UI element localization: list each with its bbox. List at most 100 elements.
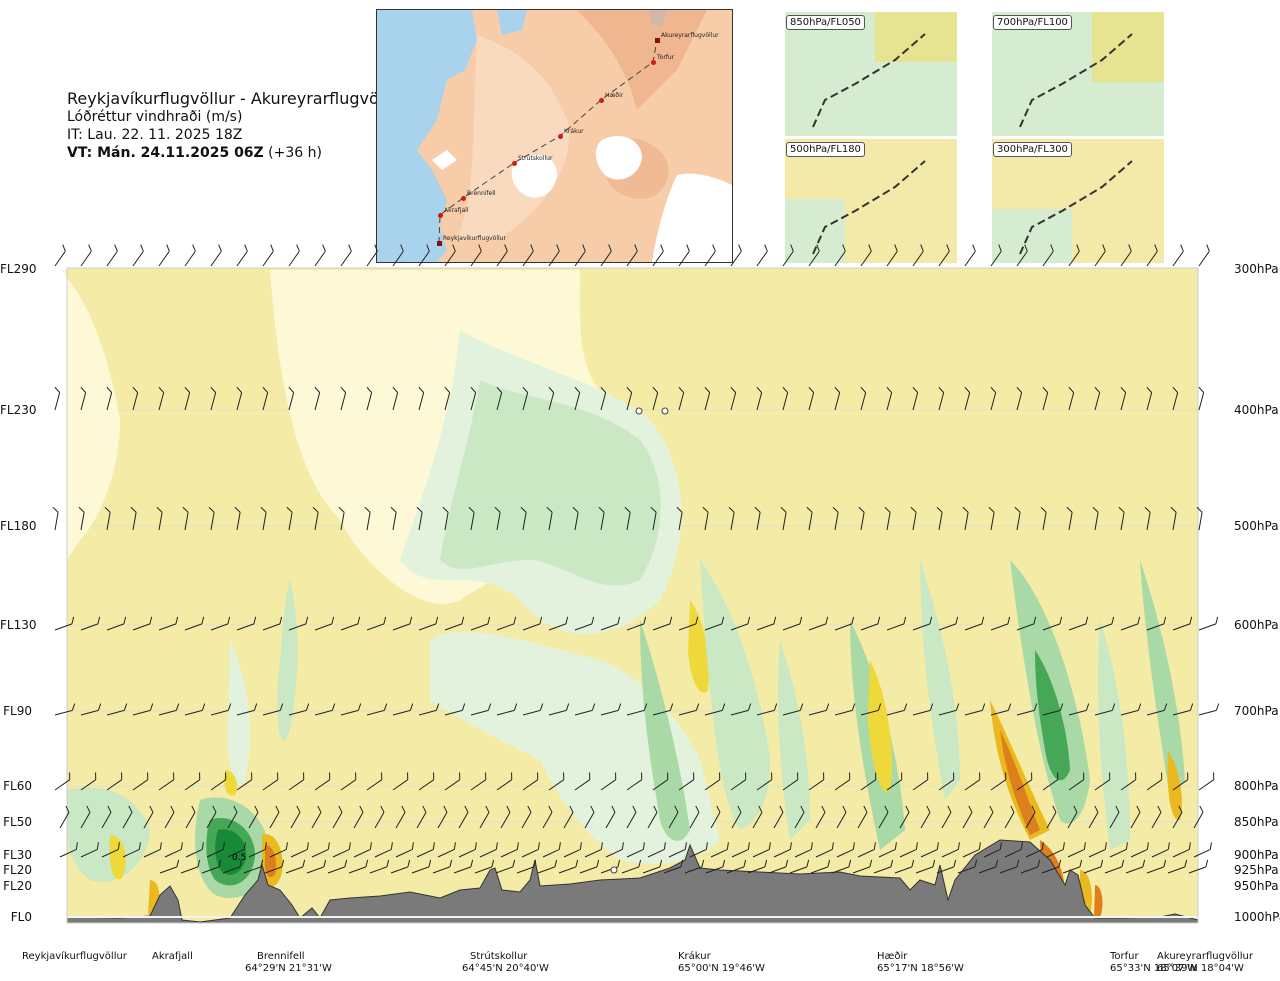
wind-barb — [1146, 703, 1168, 716]
wind-barb — [912, 616, 933, 631]
wind-barb — [314, 244, 326, 267]
wind-barb — [369, 859, 390, 874]
wind-barb — [395, 805, 406, 829]
wind-barb — [1067, 842, 1086, 858]
wind-barb — [494, 506, 501, 531]
wind-barb — [206, 805, 217, 829]
wind-barb — [752, 805, 763, 829]
wind-barb — [418, 386, 425, 411]
wind-barb — [756, 703, 778, 716]
wind-barb — [366, 772, 383, 791]
wind-barb — [912, 703, 934, 716]
wind-barb — [962, 805, 973, 829]
wind-barb — [936, 859, 957, 874]
wind-barb — [726, 859, 747, 874]
wind-barb — [600, 386, 607, 411]
wind-barb — [705, 859, 726, 874]
mini-map-label: 850hPa/FL050 — [786, 15, 865, 30]
wind-barb — [1125, 859, 1146, 874]
wind-barb — [338, 506, 345, 531]
wind-barb — [878, 805, 889, 829]
station-name: Akureyrarflugvöllur — [1157, 951, 1254, 962]
wind-barb — [1172, 772, 1189, 791]
wind-barb — [990, 772, 1007, 791]
wind-barb — [479, 842, 498, 858]
wind-barb — [418, 772, 435, 791]
wind-barb — [185, 805, 196, 829]
wind-barb — [418, 703, 440, 716]
wind-barb — [1040, 506, 1047, 531]
wind-barb — [236, 386, 243, 411]
wind-barb — [1042, 244, 1054, 267]
wind-barb — [1094, 772, 1111, 791]
wind-barb — [689, 842, 708, 858]
wind-barb — [374, 842, 393, 858]
wind-barb — [668, 842, 687, 858]
wind-barb — [130, 506, 137, 531]
wind-barb — [444, 616, 465, 631]
wind-barb — [288, 244, 300, 267]
wind-barb — [340, 616, 361, 631]
route-point-label: Akrafjall — [444, 207, 469, 214]
wind-barb — [158, 772, 175, 791]
wind-barb — [54, 616, 75, 631]
wind-barb — [106, 616, 127, 631]
wind-barb — [886, 772, 903, 791]
route-point-marker — [461, 196, 466, 201]
wind-barb — [1109, 842, 1128, 858]
wind-barb — [642, 859, 663, 874]
wind-barb — [1042, 616, 1063, 631]
wind-barb — [600, 703, 622, 716]
wind-barb — [1016, 244, 1028, 267]
wind-barb — [522, 772, 539, 791]
wind-barb — [834, 772, 851, 791]
station-coordinates: 65°33'N 18°07'W — [1110, 963, 1197, 974]
wind-barb — [210, 703, 232, 716]
wind-barb — [495, 859, 516, 874]
pressure-level-label: 800hPa — [1234, 779, 1279, 793]
wind-barb — [579, 859, 600, 874]
wind-barb — [983, 842, 1002, 858]
wind-barb — [496, 703, 518, 716]
wind-barb — [248, 842, 267, 858]
pressure-level-label: 500hPa — [1234, 519, 1279, 533]
wind-barb — [852, 859, 873, 874]
wind-barb — [1198, 244, 1210, 267]
wind-barb — [704, 386, 711, 411]
wind-barb — [912, 772, 929, 791]
wind-barb — [418, 616, 439, 631]
wind-barb — [269, 805, 280, 829]
wind-barb — [878, 842, 897, 858]
wind-barb — [164, 805, 175, 829]
wind-barb — [269, 842, 288, 858]
wind-barb — [496, 616, 517, 631]
wind-barb — [857, 805, 868, 829]
station-label: Strútskollur 64°45'N 20°40'W — [462, 951, 549, 975]
wind-barb — [312, 506, 319, 531]
wind-barb — [288, 703, 310, 716]
wind-barb — [366, 703, 388, 716]
wind-barb — [756, 386, 763, 411]
wind-barb — [626, 772, 643, 791]
wind-barb — [542, 805, 553, 829]
wind-barb — [834, 386, 841, 411]
wind-barb — [652, 703, 674, 716]
wind-barb — [834, 703, 856, 716]
wind-barb — [437, 805, 448, 829]
wind-barb — [584, 842, 603, 858]
wind-barb — [678, 616, 699, 631]
wind-barb — [500, 805, 511, 829]
wind-barb — [941, 842, 960, 858]
wind-barb — [54, 386, 61, 411]
wind-barb — [702, 506, 709, 531]
wind-barb — [831, 859, 852, 874]
route-map: Akureyrarflugvöllur Torfur Hæðir Krákur Strú… — [376, 9, 733, 263]
pressure-level-label: 850hPa — [1234, 815, 1279, 829]
wind-barb — [101, 842, 120, 858]
wind-barb — [886, 244, 898, 267]
wind-barb — [794, 842, 813, 858]
wind-barb — [1146, 772, 1163, 791]
max-velocity-label: 0.5 — [232, 853, 246, 863]
wind-barb — [122, 842, 141, 858]
wind-barb — [990, 703, 1012, 716]
